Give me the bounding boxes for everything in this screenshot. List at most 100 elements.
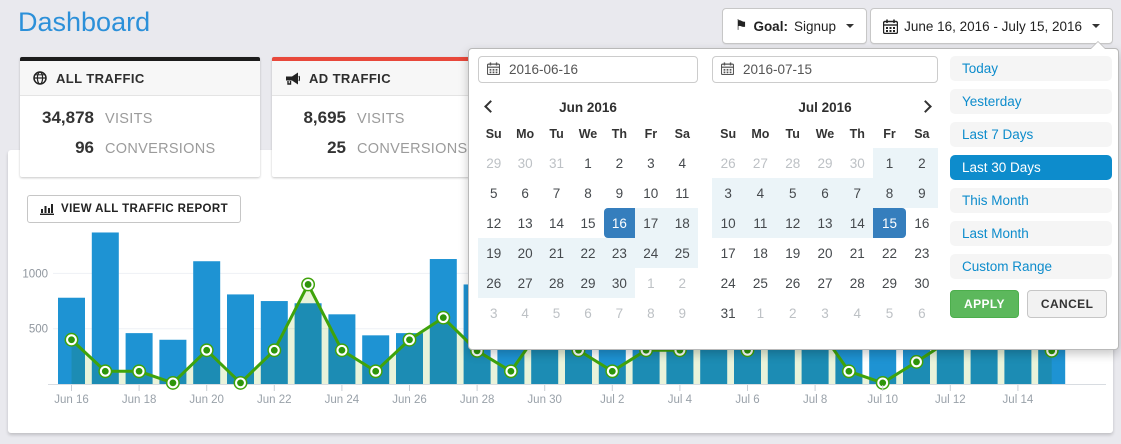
calendar-day[interactable]: 7: [615, 305, 624, 321]
calendar-day[interactable]: 2: [615, 155, 624, 171]
calendar-day[interactable]: 1: [756, 305, 765, 321]
calendar-day[interactable]: 2: [678, 275, 687, 291]
calendar-day[interactable]: 5: [776, 178, 809, 208]
calendar-day[interactable]: 22: [572, 238, 604, 268]
calendar-day[interactable]: 29: [882, 275, 898, 291]
calendar-day[interactable]: 5: [489, 185, 498, 201]
calendar-day[interactable]: 10: [643, 185, 659, 201]
calendar-day[interactable]: 9: [905, 178, 938, 208]
calendar-day[interactable]: 7: [552, 185, 561, 201]
calendar-day[interactable]: 21: [849, 245, 865, 261]
calendar-day[interactable]: 19: [785, 245, 801, 261]
calendar-day[interactable]: 1: [647, 275, 655, 291]
apply-button[interactable]: APPLY: [950, 290, 1019, 318]
calendar-day[interactable]: 27: [752, 155, 768, 171]
range-option[interactable]: Last 30 Days: [950, 155, 1112, 180]
calendar-day[interactable]: 3: [821, 305, 829, 321]
start-date-input[interactable]: [478, 56, 698, 83]
range-option[interactable]: Last 7 Days: [950, 122, 1112, 147]
calendar-day[interactable]: 7: [841, 178, 874, 208]
calendar-day[interactable]: 6: [808, 178, 842, 208]
calendar-day[interactable]: 30: [849, 155, 865, 171]
calendar-day[interactable]: 30: [603, 268, 636, 298]
calendar-day[interactable]: 5: [552, 305, 561, 321]
calendar-day[interactable]: 24: [720, 275, 736, 291]
calendar-day[interactable]: 3: [647, 155, 655, 171]
calendar-day[interactable]: 4: [744, 178, 777, 208]
calendar-day[interactable]: 30: [517, 155, 533, 171]
calendar-day[interactable]: 9: [615, 185, 624, 201]
calendar-day[interactable]: 15: [873, 208, 906, 238]
calendar-day[interactable]: 25: [752, 275, 768, 291]
calendar-day[interactable]: 23: [603, 238, 636, 268]
calendar-day[interactable]: 3: [489, 305, 498, 321]
calendar-day[interactable]: 1: [873, 148, 906, 178]
calendar-day[interactable]: 3: [712, 178, 745, 208]
calendar-day[interactable]: 20: [817, 245, 833, 261]
calendar-day[interactable]: 2: [905, 148, 938, 178]
calendar-day[interactable]: 28: [849, 275, 865, 291]
calendar-day[interactable]: 29: [486, 155, 502, 171]
calendar-day[interactable]: 29: [817, 155, 833, 171]
calendar-day[interactable]: 25: [666, 238, 698, 268]
prev-month-button[interactable]: [484, 100, 497, 113]
calendar-day[interactable]: 28: [785, 155, 801, 171]
calendar-day[interactable]: 13: [517, 215, 533, 231]
calendar-day[interactable]: 27: [817, 275, 833, 291]
calendar-day[interactable]: 18: [666, 208, 698, 238]
calendar-day[interactable]: 29: [572, 268, 604, 298]
calendar-day[interactable]: 1: [584, 155, 592, 171]
view-all-traffic-report-button[interactable]: VIEW ALL TRAFFIC REPORT: [27, 195, 241, 223]
end-date-input[interactable]: [712, 56, 938, 83]
range-option[interactable]: This Month: [950, 188, 1112, 213]
calendar-day[interactable]: 26: [720, 155, 736, 171]
calendar-day[interactable]: 4: [678, 155, 687, 171]
calendar-day[interactable]: 5: [885, 305, 894, 321]
calendar-day[interactable]: 8: [584, 185, 592, 201]
calendar-day[interactable]: 6: [521, 185, 529, 201]
next-month-button[interactable]: [919, 100, 932, 113]
range-option[interactable]: Today: [950, 56, 1112, 81]
calendar-day[interactable]: 30: [914, 275, 930, 291]
calendar-day[interactable]: 20: [509, 238, 541, 268]
calendar-day[interactable]: 15: [580, 215, 596, 231]
calendar-day[interactable]: 8: [647, 305, 655, 321]
calendar-day[interactable]: 26: [478, 268, 510, 298]
daterange-button[interactable]: June 16, 2016 - July 15, 2016: [870, 8, 1113, 44]
range-option[interactable]: Yesterday: [950, 89, 1112, 114]
calendar-day[interactable]: 22: [882, 245, 898, 261]
calendar-day[interactable]: 9: [678, 305, 687, 321]
range-option[interactable]: Last Month: [950, 221, 1112, 246]
calendar-day[interactable]: 4: [521, 305, 529, 321]
calendar-day[interactable]: 14: [549, 215, 565, 231]
calendar-day[interactable]: 31: [549, 155, 565, 171]
cancel-button[interactable]: CANCEL: [1026, 290, 1108, 318]
calendar-day[interactable]: 12: [776, 208, 809, 238]
calendar-day[interactable]: 31: [720, 305, 736, 321]
calendar-day[interactable]: 11: [675, 185, 690, 201]
calendar-day[interactable]: 6: [918, 305, 926, 321]
calendar-day[interactable]: 17: [720, 245, 736, 261]
calendar-day[interactable]: 2: [788, 305, 797, 321]
calendar-day[interactable]: 24: [635, 238, 667, 268]
calendar-day[interactable]: 23: [914, 245, 930, 261]
calendar-day[interactable]: 13: [808, 208, 842, 238]
calendar-day[interactable]: 19: [478, 238, 510, 268]
calendar-day[interactable]: 17: [635, 208, 667, 238]
calendar-day[interactable]: 21: [540, 238, 573, 268]
calendar-day[interactable]: 11: [744, 208, 777, 238]
calendar-day[interactable]: 16: [603, 208, 636, 238]
calendar-day[interactable]: 6: [584, 305, 592, 321]
calendar-day[interactable]: 26: [785, 275, 801, 291]
calendar-day[interactable]: 8: [873, 178, 906, 208]
goal-selector-button[interactable]: ⚑ Goal: Signup: [721, 8, 867, 44]
calendar-day[interactable]: 12: [486, 215, 502, 231]
range-option[interactable]: Custom Range: [950, 254, 1112, 279]
calendar-day[interactable]: 18: [752, 245, 768, 261]
calendar-day[interactable]: 27: [509, 268, 541, 298]
calendar-day[interactable]: 16: [914, 215, 930, 231]
calendar-day[interactable]: 4: [853, 305, 862, 321]
calendar-day[interactable]: 14: [841, 208, 874, 238]
calendar-day[interactable]: 10: [712, 208, 745, 238]
calendar-day[interactable]: 28: [540, 268, 573, 298]
